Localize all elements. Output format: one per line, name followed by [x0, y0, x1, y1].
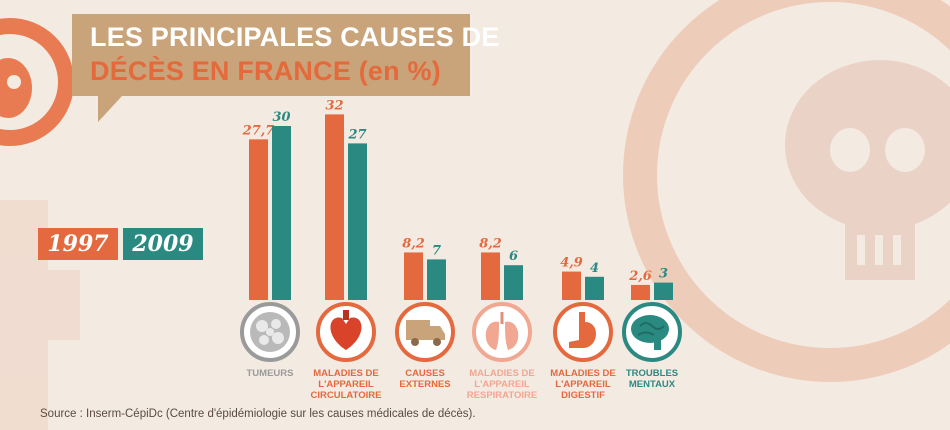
title-banner-tail: [98, 96, 122, 122]
heart-icon: [316, 302, 376, 362]
bar-2009-2: [348, 143, 367, 300]
chart-title-line1: LES PRINCIPALES CAUSES DE: [90, 22, 500, 52]
bar-1997-2: [325, 114, 344, 301]
bar-2009-4: [504, 265, 523, 300]
skull-warning-icon-right: [623, 0, 950, 382]
data-label-2009-3: 7: [432, 243, 441, 258]
truck-icon: [395, 302, 455, 362]
stomach-icon: [553, 302, 613, 362]
category-label-line: CIRCULATOIRE: [310, 390, 382, 401]
data-label-1997-1: 27,7: [242, 123, 275, 138]
category-label-2: MALADIES DE L'APPAREIL CIRCULATOIRE: [299, 368, 393, 401]
category-label-line: MENTAUX: [628, 379, 676, 390]
bar-1997-3: [404, 252, 423, 300]
legend-1997: 1997: [38, 228, 118, 260]
skull-warning-icon-left: [0, 18, 74, 146]
category-label-line: EXTERNES: [399, 379, 451, 390]
category-label-line: MALADIES DE: [313, 368, 379, 379]
data-label-1997-5: 4,9: [560, 256, 583, 271]
bar-2009-3: [427, 259, 446, 300]
category-label-6: TROUBLES MENTAUX: [605, 368, 699, 390]
category-label-line: MALADIES DE: [469, 368, 535, 379]
brain-icon: [622, 302, 682, 362]
bar-2009-1: [272, 126, 291, 300]
data-label-1997-3: 8,2: [402, 236, 425, 251]
category-label-line: MALADIES DE: [550, 368, 616, 379]
bar-1997-6: [631, 284, 650, 300]
category-label-3: CAUSES EXTERNES: [378, 368, 472, 390]
category-label-line: TUMEURS: [246, 368, 294, 379]
data-label-2009-6: 3: [659, 267, 668, 282]
data-label-1997-6: 2,6: [628, 269, 652, 284]
chart-title-line2: DÉCÈS EN FRANCE (en %): [90, 56, 441, 86]
data-label-1997-4: 8,2: [479, 236, 502, 251]
category-label-1: TUMEURS: [223, 368, 317, 379]
bar-1997-5: [562, 271, 581, 300]
data-label-1997-2: 32: [325, 98, 343, 113]
data-label-2009-2: 27: [347, 127, 366, 142]
lungs-icon: [472, 302, 532, 362]
title-banner: [72, 14, 470, 96]
source-note: Source : Inserm-CépiDc (Centre d'épidémi…: [40, 408, 476, 420]
category-label-5: MALADIES DE L'APPAREIL DIGESTIF: [536, 368, 630, 401]
data-label-2009-4: 6: [509, 249, 518, 264]
category-label-4: MALADIES DE L'APPAREIL RESPIRATOIRE: [455, 368, 549, 401]
bar-1997-4: [481, 252, 500, 300]
category-label-line: DIGESTIF: [561, 390, 605, 401]
category-label-line: CAUSES: [405, 368, 445, 379]
category-label-line: TROUBLES: [625, 368, 679, 379]
legend-2009: 2009: [123, 228, 203, 260]
bar-2009-6: [654, 282, 673, 300]
category-label-line: L'APPAREIL: [318, 379, 374, 390]
bar-1997-1: [249, 139, 268, 300]
data-label-2009-1: 30: [272, 110, 290, 125]
data-label-2009-5: 4: [590, 261, 599, 276]
bar-2009-5: [585, 276, 604, 300]
category-label-line: L'APPAREIL: [474, 379, 530, 390]
category-label-line: L'APPAREIL: [555, 379, 611, 390]
tumor-cells-icon: [240, 302, 300, 362]
category-label-line: RESPIRATOIRE: [466, 390, 538, 401]
